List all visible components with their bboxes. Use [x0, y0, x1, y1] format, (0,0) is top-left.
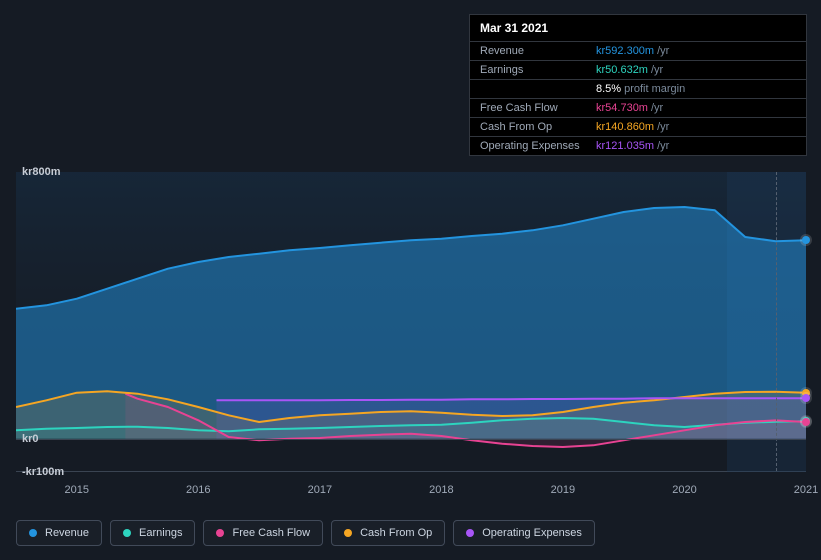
- tooltip-row-value: kr140.860m: [596, 121, 654, 133]
- tooltip-row-value-wrap: 8.5%profit margin: [596, 83, 685, 95]
- tooltip-row-value-wrap: kr140.860m/yr: [596, 121, 669, 133]
- legend-item-free-cash-flow[interactable]: Free Cash Flow: [203, 520, 323, 546]
- tooltip-row-label: Revenue: [480, 45, 596, 57]
- tooltip-date: Mar 31 2021: [470, 15, 806, 42]
- hover-line: [776, 172, 777, 471]
- x-axis-label: 2016: [186, 484, 210, 496]
- tooltip-row: Earningskr50.632m/yr: [470, 61, 806, 80]
- tooltip-row-suffix: /yr: [657, 45, 669, 57]
- legend-dot: [29, 529, 37, 537]
- x-axis-label: 2015: [65, 484, 89, 496]
- chart-svg: [16, 172, 806, 472]
- tooltip-row-suffix: /yr: [657, 121, 669, 133]
- tooltip-row-label: Free Cash Flow: [480, 102, 596, 114]
- tooltip-row-value-wrap: kr50.632m/yr: [596, 64, 663, 76]
- tooltip-row-value-wrap: kr592.300m/yr: [596, 45, 669, 57]
- legend-label: Earnings: [139, 527, 182, 539]
- tooltip-row-label: [480, 83, 596, 95]
- x-axis-label: 2020: [672, 484, 696, 496]
- tooltip-row: 8.5%profit margin: [470, 80, 806, 99]
- legend-dot: [123, 529, 131, 537]
- tooltip-row-suffix: profit margin: [624, 83, 685, 95]
- legend-dot: [466, 529, 474, 537]
- tooltip-row-value: 8.5%: [596, 83, 621, 95]
- y-axis-label: kr0: [0, 433, 50, 445]
- series-end-marker: [802, 418, 810, 426]
- y-axis-label: kr800m: [0, 166, 50, 178]
- tooltip-row-suffix: /yr: [651, 64, 663, 76]
- legend-label: Revenue: [45, 527, 89, 539]
- tooltip-row: Revenuekr592.300m/yr: [470, 42, 806, 61]
- legend-item-revenue[interactable]: Revenue: [16, 520, 102, 546]
- tooltip-row: Cash From Opkr140.860m/yr: [470, 118, 806, 137]
- x-axis-label: 2019: [551, 484, 575, 496]
- tooltip-row-value: kr54.730m: [596, 102, 648, 114]
- tooltip-row: Free Cash Flowkr54.730m/yr: [470, 99, 806, 118]
- zero-line: [16, 439, 806, 440]
- legend-label: Free Cash Flow: [232, 527, 310, 539]
- tooltip-row-suffix: /yr: [651, 102, 663, 114]
- tooltip-row-value: kr592.300m: [596, 45, 654, 57]
- x-axis-label: 2017: [308, 484, 332, 496]
- series-end-marker: [802, 236, 810, 244]
- legend-label: Cash From Op: [360, 527, 432, 539]
- legend: Revenue Earnings Free Cash Flow Cash From O…: [16, 520, 595, 546]
- legend-dot: [216, 529, 224, 537]
- legend-label: Operating Expenses: [482, 527, 582, 539]
- legend-item-cash-from-op[interactable]: Cash From Op: [331, 520, 445, 546]
- series-end-marker: [802, 394, 810, 402]
- chart-tooltip: Mar 31 2021 Revenuekr592.300m/yrEarnings…: [469, 14, 807, 156]
- legend-item-earnings[interactable]: Earnings: [110, 520, 195, 546]
- tooltip-row-value: kr50.632m: [596, 64, 648, 76]
- x-axis: 2015201620172018201920202021: [16, 476, 806, 496]
- tooltip-row-label: Earnings: [480, 64, 596, 76]
- plot-area[interactable]: [16, 172, 806, 472]
- tooltip-rows: Revenuekr592.300m/yrEarningskr50.632m/yr…: [470, 42, 806, 155]
- legend-dot: [344, 529, 352, 537]
- x-axis-label: 2018: [429, 484, 453, 496]
- tooltip-row-value-wrap: kr54.730m/yr: [596, 102, 663, 114]
- x-axis-label: 2021: [794, 484, 818, 496]
- tooltip-row-label: Cash From Op: [480, 121, 596, 133]
- legend-item-operating-expenses[interactable]: Operating Expenses: [453, 520, 595, 546]
- financial-chart[interactable]: kr800mkr0-kr100m 20152016201720182019202…: [0, 150, 820, 550]
